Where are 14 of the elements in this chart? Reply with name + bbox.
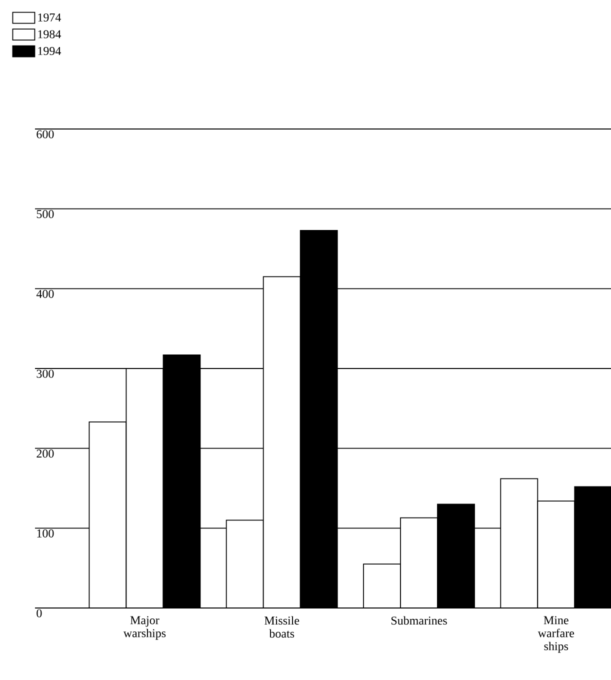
y-tick-label: 400 [36,290,54,298]
y-tick-label: 500 [36,210,54,218]
x-tick-label: Submarines [391,616,447,625]
legend-label: 1984 [38,30,61,38]
y-tick-label: 600 [36,130,54,138]
legend-label: 1974 [38,13,61,22]
legend-label: 1994 [38,46,61,56]
x-tick-label: Missile boats [264,616,300,638]
x-tick-label: Mine warfare ships [538,616,574,653]
y-tick-label: 200 [36,450,54,458]
x-tick-label: Major warships [123,616,166,640]
y-tick-label: 300 [36,370,54,378]
y-tick-label: 0 [36,609,42,618]
y-tick-label: 100 [37,529,54,538]
